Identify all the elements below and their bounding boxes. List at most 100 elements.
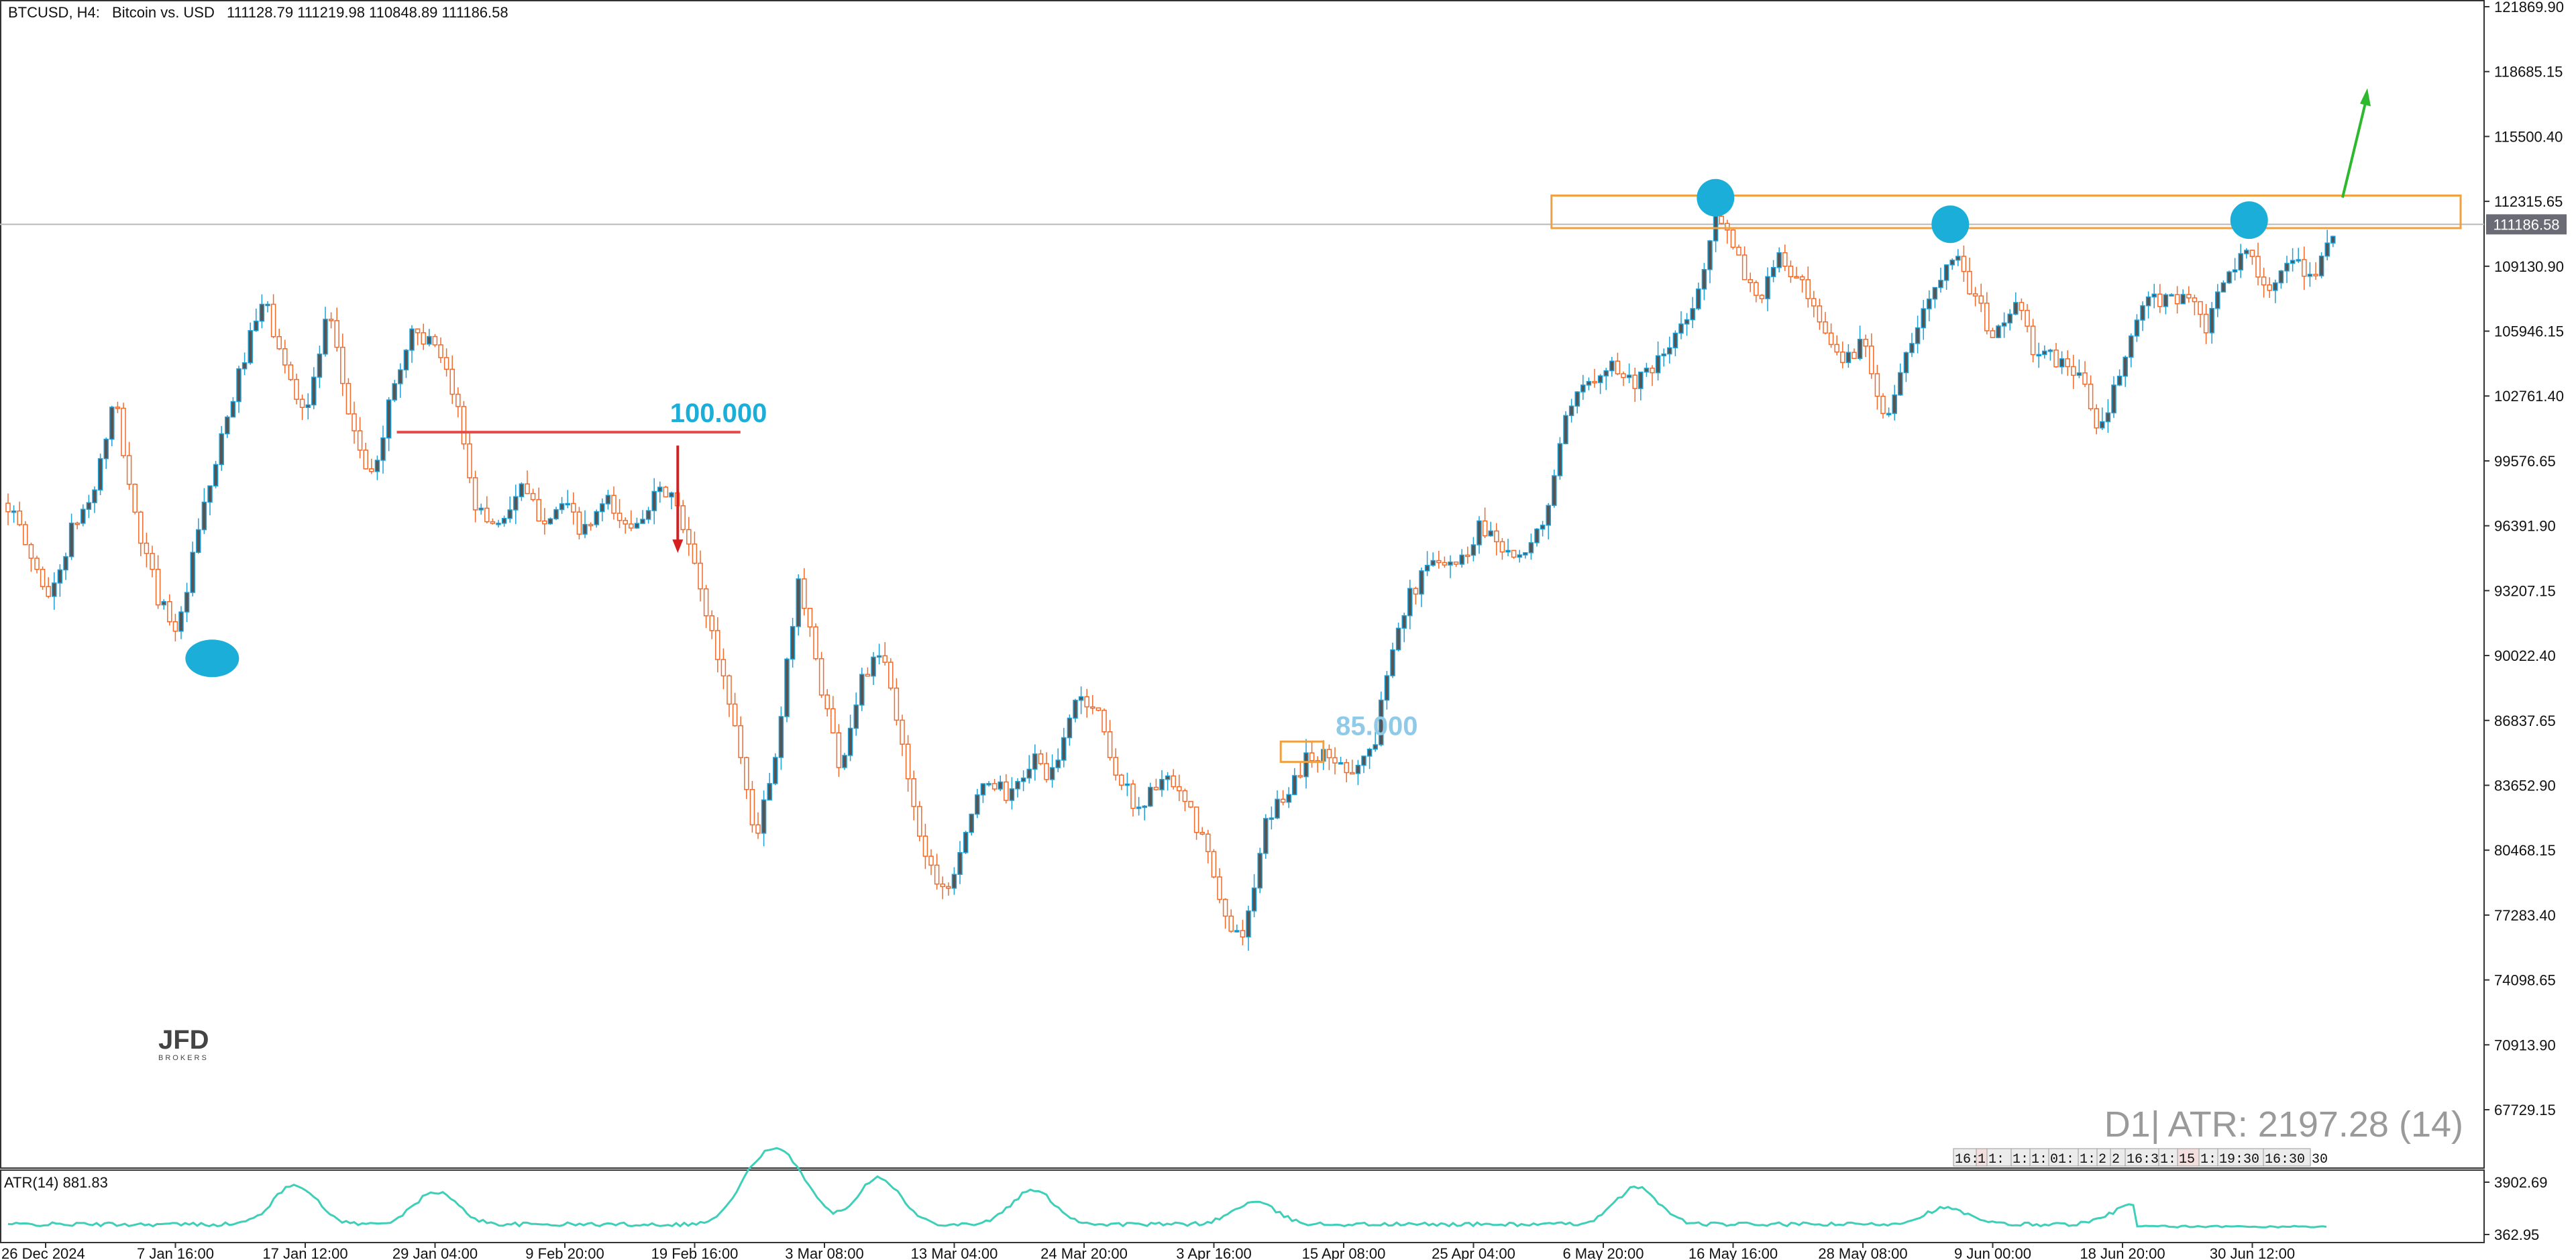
time-tick-label: 28 May 08:00 (1818, 1245, 1907, 1260)
bear-candle (629, 523, 634, 529)
timer-cell-text: 1: (2080, 1152, 2096, 1167)
bear-candle (1741, 254, 1748, 280)
bull-candle (2209, 307, 2214, 333)
bear-candle (1967, 270, 1972, 295)
bear-candle (369, 468, 374, 472)
bull-candle (52, 582, 57, 597)
bear-candle (1119, 774, 1124, 786)
time-tick-label: 9 Jun 00:00 (1954, 1245, 2031, 1260)
bull-candle (2307, 274, 2313, 277)
bear-candle (576, 511, 582, 535)
bear-candle (1004, 781, 1009, 801)
breakout-arrow-head (2360, 88, 2371, 107)
bull-candle (80, 509, 86, 524)
daily-atr-readout: D1| ATR: 2197.28 (14) (2104, 1104, 2463, 1145)
bear-candle (1084, 696, 1089, 708)
bear-candle (1725, 223, 1730, 231)
time-tick-label: 18 Jun 20:00 (2080, 1245, 2165, 1260)
bull-candle (1257, 853, 1263, 889)
bear-candle (484, 507, 490, 523)
level-100k-label: 100.000 (670, 399, 767, 428)
bear-candle (421, 332, 426, 345)
bull-candle (2238, 253, 2243, 270)
bull-candle (773, 757, 778, 784)
bull-candle (57, 569, 63, 584)
bull-candle (1379, 699, 1384, 745)
bear-candle (616, 513, 623, 521)
price-tick-label: 99576.65 (2494, 453, 2556, 470)
bull-candle (1073, 699, 1078, 719)
bull-candle (11, 510, 17, 513)
bull-candle (2116, 375, 2123, 386)
bull-candle (2013, 302, 2019, 315)
bear-candle (1730, 229, 1736, 248)
bull-candle (265, 303, 270, 307)
bull-candle (1886, 413, 1892, 415)
bull-candle (507, 509, 513, 519)
bear-candle (818, 658, 824, 696)
bull-candle (63, 556, 68, 571)
bull-candle (1568, 405, 1574, 417)
time-tick-label: 17 Jan 12:00 (262, 1245, 347, 1260)
bull-candle (998, 781, 1003, 790)
bear-candle (991, 783, 998, 790)
bear-candle (340, 346, 345, 384)
bull-candle (1672, 332, 1678, 349)
bear-candle (1782, 252, 1788, 267)
bull-candle (1067, 717, 1073, 739)
bull-candle (1552, 475, 1557, 507)
bull-candle (2140, 305, 2145, 321)
time-tick-label: 24 Mar 20:00 (1040, 1245, 1128, 1260)
bull-candle (2290, 260, 2296, 264)
bear-candle (40, 568, 46, 587)
bear-candle (1851, 352, 1857, 360)
bull-candle (951, 874, 957, 889)
bear-candle (1240, 930, 1246, 938)
bear-candle (1817, 305, 1823, 323)
bull-candle (1430, 560, 1436, 566)
bear-candle (1823, 321, 1828, 334)
bear-candle (1799, 276, 1805, 280)
price-tick-label: 83652.90 (2494, 777, 2556, 794)
bear-candle (2302, 259, 2307, 277)
bull-candle (2324, 242, 2330, 257)
timer-cell-text: 1: (2012, 1152, 2029, 1167)
bear-candle (1090, 706, 1095, 709)
bear-candle (922, 835, 928, 857)
bear-candle (46, 586, 51, 597)
bull-candle (2215, 291, 2220, 309)
bear-candle (2198, 301, 2203, 315)
bull-candle (1009, 788, 1015, 801)
bull-candle (761, 799, 767, 834)
bear-candle (1188, 800, 1193, 808)
timer-cell (2048, 1148, 2079, 1167)
bull-candle (230, 401, 236, 418)
atr-line (7, 1147, 2327, 1229)
bull-candle (305, 404, 311, 408)
bull-candle (1932, 286, 1938, 300)
bull-candle (478, 507, 484, 511)
bear-candle (1350, 772, 1355, 775)
bull-candle (1765, 276, 1770, 299)
time-tick-label: 25 Apr 04:00 (1432, 1245, 1515, 1260)
bear-candle (270, 303, 276, 337)
time-tick-label: 16 May 16:00 (1688, 1245, 1778, 1260)
logo-subtext: BROKERS (158, 1054, 209, 1062)
bull-candle (213, 464, 219, 486)
ohlc-readout: 111128.79 111219.98 110848.89 111186.58 (227, 4, 508, 21)
bull-candle (201, 501, 207, 531)
timer-cell-text: 01: (2050, 1152, 2074, 1167)
timer-cell-text: 16: (1955, 1152, 1979, 1167)
bear-candle (2157, 293, 2163, 307)
bear-candle (715, 630, 720, 660)
bear-candle (1332, 757, 1338, 764)
level-85k-label: 85.000 (1336, 711, 1417, 741)
bull-candle (1707, 240, 1713, 270)
svg-text:BTCUSD, H4: Bitcoin vs. US: BTCUSD, H4: Bitcoin vs. USD 111128.79 11… (8, 4, 508, 21)
bull-candle (1263, 818, 1269, 854)
timer-cell-text: 15 (2179, 1152, 2195, 1167)
bear-candle (1182, 790, 1188, 802)
bull-candle (1470, 544, 1477, 556)
bull-candle (1546, 505, 1551, 526)
